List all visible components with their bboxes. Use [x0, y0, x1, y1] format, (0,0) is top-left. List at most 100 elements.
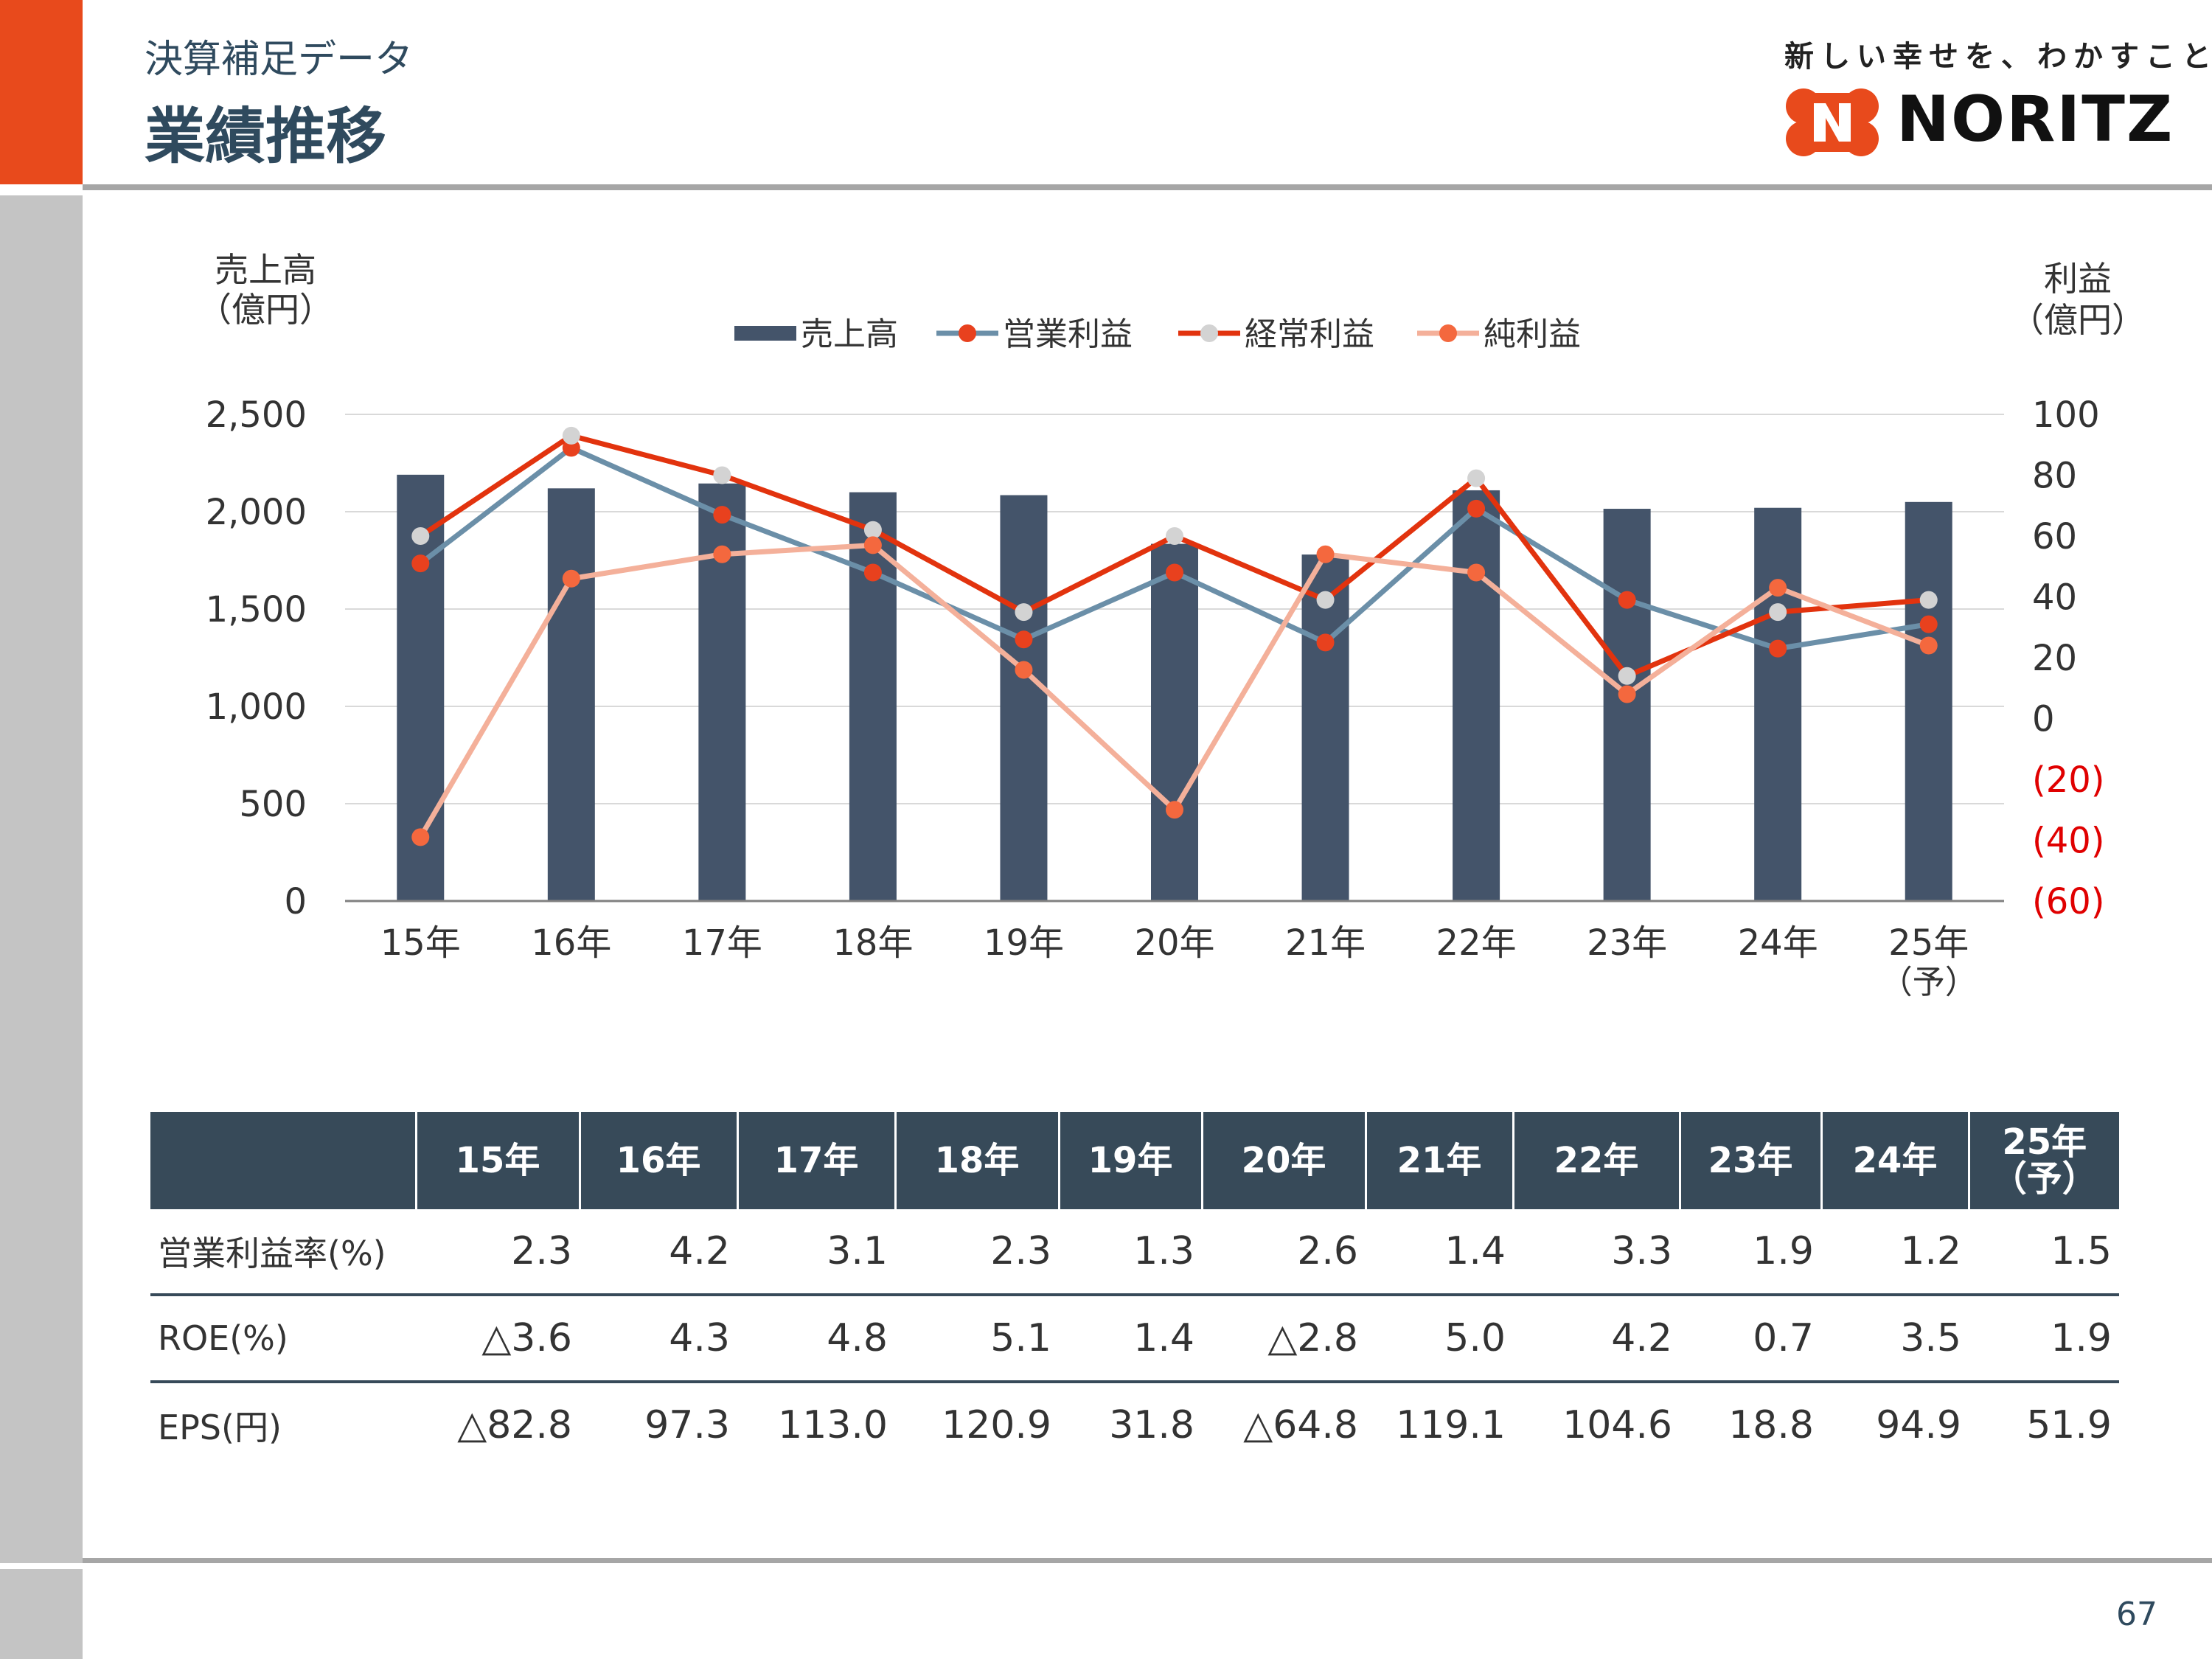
x-axis-tick-label: 15年 — [380, 922, 461, 964]
legend-swatch-marker — [1439, 324, 1457, 342]
x-axis-tick-label: 16年 — [531, 922, 611, 964]
legend-label: 経常利益 — [1245, 316, 1374, 353]
chart-axes: 0 500 1,000 1,500 2,000 2,500 (60) (40) (20) 0 20 4… — [206, 394, 2105, 1001]
right-axis-tick-label: 0 — [2032, 699, 2055, 740]
x-axis-tick-label: 21年 — [1285, 922, 1366, 964]
series-point-1 — [1467, 499, 1486, 518]
kpi-table: 15年 16年 17年 18年 19年 20年 21年 22年 23年 24年 … — [150, 1112, 2119, 1467]
performance-chart: 0 500 1,000 1,500 2,000 2,500 (60) (40) (20) 0 20 4… — [198, 250, 2146, 1001]
series-point-1 — [1316, 633, 1335, 652]
x-axis-tick-label: 22年 — [1436, 922, 1517, 964]
series-point-3 — [1316, 545, 1335, 563]
slide-subtitle: 決算補足データ — [145, 38, 414, 82]
table-cell: 3.1 — [737, 1209, 895, 1296]
right-axis-label-line2: （億円） — [2010, 300, 2146, 340]
series-point-2 — [1015, 603, 1033, 622]
series-point-1 — [1015, 630, 1033, 649]
series-point-3 — [1467, 563, 1486, 582]
table-row-label: ROE(%) — [150, 1295, 416, 1383]
legend-label: 売上高 — [801, 316, 898, 353]
series-point-3 — [1015, 661, 1033, 679]
right-axis-tick-label: 100 — [2032, 394, 2100, 436]
right-axis-tick-label: (60) — [2032, 881, 2105, 922]
page-number: 67 — [2116, 1596, 2157, 1633]
series-point-2 — [1769, 603, 1787, 622]
series-point-1 — [1919, 615, 1938, 633]
right-axis-tick-label: (20) — [2032, 759, 2105, 801]
table-cell: 3.3 — [1513, 1209, 1680, 1296]
header-forecast-mark: （予） — [1991, 1158, 2098, 1200]
series-point-3 — [1919, 636, 1938, 655]
logo-wordmark: NORITZ — [1896, 83, 2174, 156]
series-point-1 — [411, 554, 430, 573]
series-point-2 — [411, 527, 430, 545]
table-cell: 4.2 — [1513, 1295, 1680, 1383]
table-cell: 119.1 — [1396, 1403, 1506, 1447]
legend-label: 純利益 — [1484, 316, 1581, 353]
series-point-3 — [1166, 801, 1183, 819]
header-rule — [83, 184, 2212, 190]
table-header-row: 15年 16年 17年 18年 19年 20年 21年 22年 23年 24年 … — [150, 1112, 2119, 1209]
table-header-cell: 21年 — [1364, 1112, 1513, 1209]
table-header-cell: 24年 — [1820, 1112, 1969, 1209]
series-point-2 — [863, 521, 882, 539]
left-axis-tick-label: 1,500 — [206, 589, 307, 630]
table-row: EPS(円) △82.8 97.3 113.0 120.9 31.8 △64.8 119.1 1… — [150, 1382, 2119, 1467]
table-cell: 113.0 — [778, 1403, 888, 1447]
series-point-2 — [562, 426, 580, 445]
x-axis-tick-label: 20年 — [1134, 922, 1214, 964]
legend-swatch-marker — [1200, 324, 1218, 342]
x-axis-tick-label: 24年 — [1738, 922, 1818, 964]
series-point-1 — [713, 506, 731, 524]
left-axis-tick-label: 2,500 — [206, 394, 307, 436]
header-year: 25年 — [2002, 1121, 2087, 1163]
series-point-2 — [1166, 527, 1183, 545]
table-header-cell: 22年 — [1512, 1112, 1680, 1209]
series-point-1 — [562, 439, 580, 457]
series-point-3 — [562, 569, 580, 588]
table-header-cell: 16年 — [578, 1112, 737, 1209]
table-cell: 2.3 — [416, 1209, 580, 1296]
sales-bar — [547, 488, 595, 901]
series-point-3 — [1769, 579, 1787, 597]
series-point-3 — [863, 536, 882, 554]
table-cell: 97.3 — [644, 1403, 730, 1447]
table-cell: 5.0 — [1366, 1295, 1513, 1383]
table-cell: 3.5 — [1821, 1295, 1969, 1383]
table-cell: 5.1 — [895, 1295, 1059, 1383]
table-cell: 4.3 — [580, 1295, 737, 1383]
series-point-3 — [713, 545, 731, 563]
table-header-cell: 15年 — [414, 1112, 580, 1209]
right-axis-tick-label: 60 — [2032, 516, 2077, 557]
table-header-cell-forecast: 25年 （予） — [1967, 1112, 2119, 1209]
table-cell: 31.8 — [1109, 1403, 1194, 1447]
x-axis-tick-label: 17年 — [682, 922, 762, 964]
legend-label: 営業利益 — [1003, 316, 1133, 353]
footer-rule — [83, 1558, 2212, 1563]
company-slogan: 新しい幸せを、わかすこと。 — [1784, 40, 2212, 74]
right-axis-label-line1: 利益 — [2044, 259, 2112, 299]
accent-bar — [0, 0, 83, 184]
series-point-1 — [1769, 639, 1787, 658]
left-axis-tick-label: 1,000 — [206, 686, 307, 728]
series-point-3 — [1618, 685, 1636, 703]
table-cell: △64.8 — [1243, 1403, 1358, 1447]
table-cell: △3.6 — [416, 1295, 580, 1383]
sales-bar — [1453, 490, 1500, 901]
x-axis-tick-label: 23年 — [1587, 922, 1667, 964]
series-point-2 — [1919, 591, 1938, 609]
table-cell: △82.8 — [457, 1403, 572, 1447]
table-cell: 18.8 — [1728, 1403, 1814, 1447]
table-cell: △2.8 — [1202, 1295, 1366, 1383]
series-point-2 — [1467, 469, 1486, 487]
table-cell: 94.9 — [1876, 1403, 1961, 1447]
table-header-cell: 20年 — [1200, 1112, 1366, 1209]
left-axis-tick-label: 500 — [239, 784, 307, 825]
table-cell: 0.7 — [1680, 1295, 1821, 1383]
series-point-3 — [411, 828, 430, 846]
right-axis-tick-label: 40 — [2032, 577, 2077, 619]
table-cell: 1.4 — [1059, 1295, 1202, 1383]
side-bar — [0, 195, 83, 1563]
table-header-cell: 18年 — [894, 1112, 1059, 1209]
table-cell: 1.9 — [1969, 1295, 2119, 1383]
